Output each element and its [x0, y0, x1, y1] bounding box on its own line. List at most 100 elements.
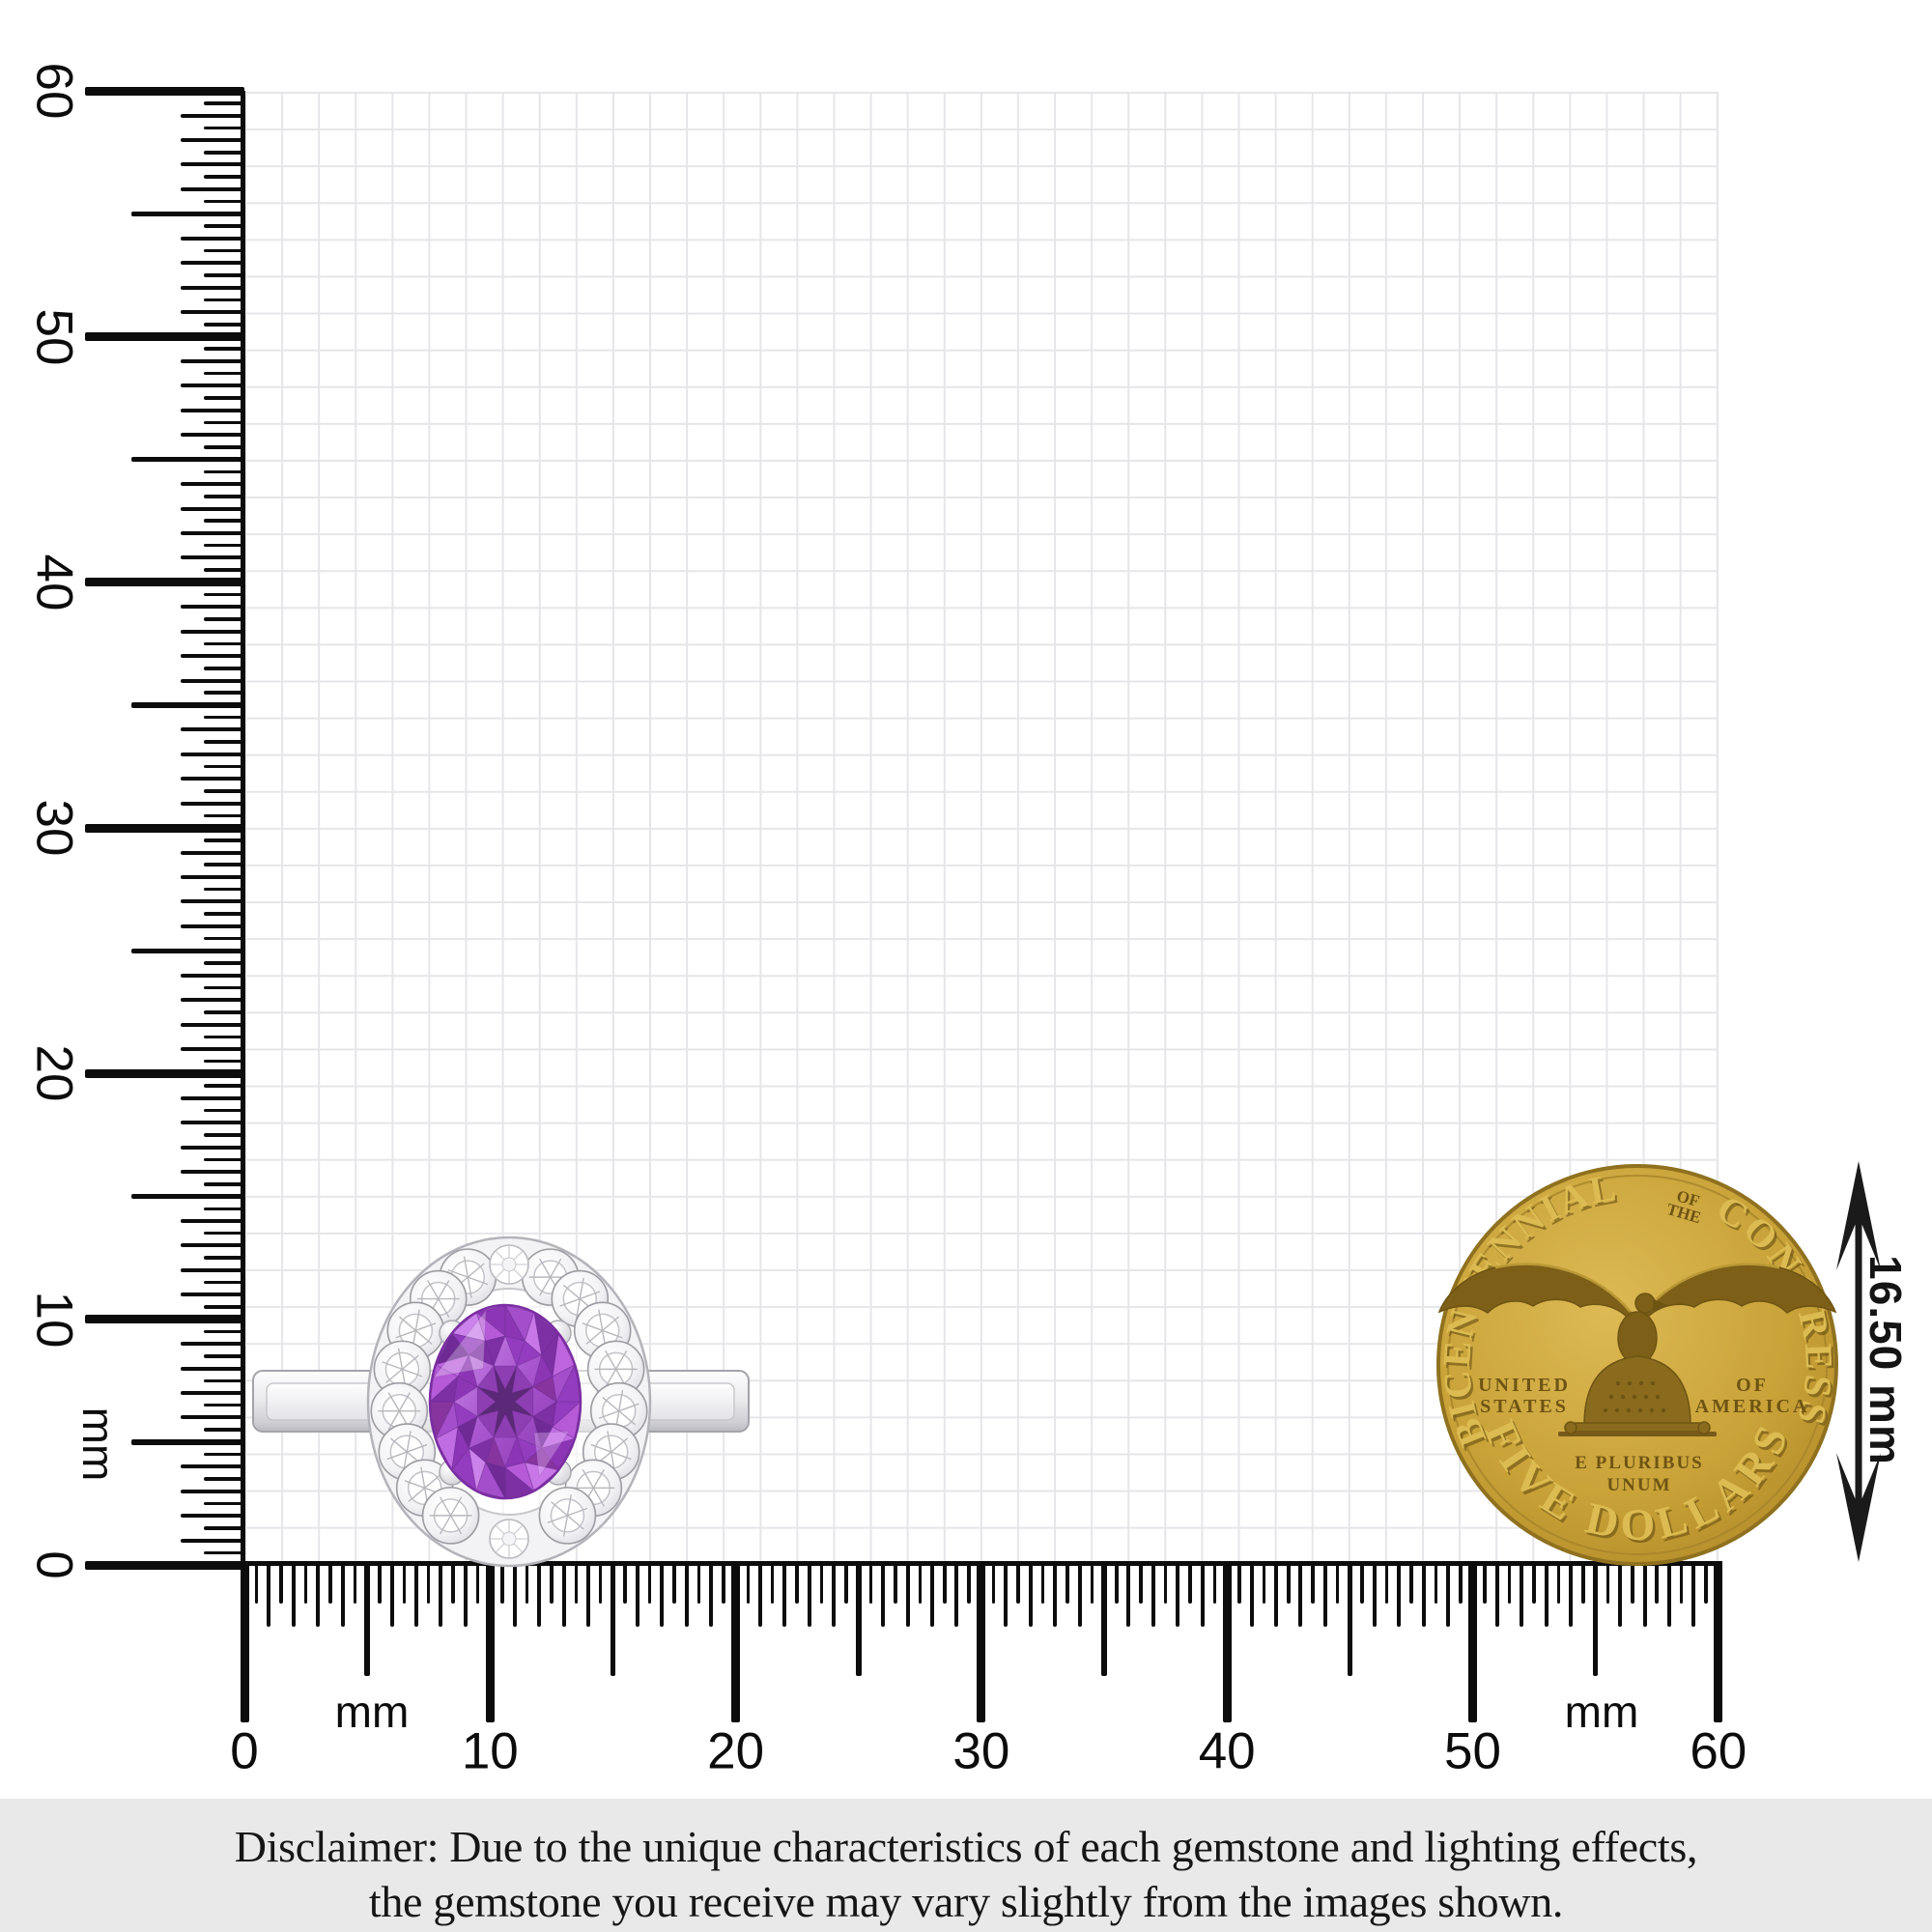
h-tick-mm	[1666, 1563, 1671, 1627]
disclaimer-line-1: Disclaimer: Due to the unique characteri…	[234, 1822, 1698, 1871]
v-tick-half	[204, 715, 244, 720]
h-tick-mm	[1274, 1563, 1279, 1627]
h-ruler-label-50: 50	[1444, 1722, 1501, 1780]
h-tick-half	[1704, 1563, 1708, 1604]
h-tick-half	[279, 1563, 283, 1604]
h-tick-mm	[561, 1563, 566, 1627]
v-tick-mm	[181, 1170, 244, 1175]
v-tick-mm	[181, 261, 244, 266]
h-tick-mid	[1592, 1563, 1599, 1676]
h-tick-half	[819, 1563, 824, 1604]
h-tick-half	[1065, 1563, 1069, 1604]
h-tick-half	[1655, 1563, 1659, 1604]
h-tick-mm	[1004, 1563, 1009, 1627]
v-tick-mm	[181, 801, 244, 806]
h-ruler-label-20: 20	[707, 1722, 765, 1780]
v-tick-half	[204, 1550, 244, 1555]
h-tick-half	[894, 1563, 897, 1604]
h-tick-mm	[1618, 1563, 1623, 1627]
v-tick-half	[204, 175, 244, 179]
h-tick-mm	[1520, 1563, 1524, 1627]
v-tick-half	[204, 838, 244, 842]
coin-text-of-america-2: AMERICA	[1695, 1396, 1810, 1417]
v-tick-mm	[181, 1514, 244, 1519]
h-tick-half	[1090, 1563, 1094, 1604]
v-ruler-label-20: 20	[25, 1044, 83, 1102]
h-tick-mm	[1126, 1563, 1131, 1627]
h-tick-mm	[954, 1563, 959, 1627]
v-tick-mm	[181, 1489, 244, 1493]
v-tick-mm	[181, 899, 244, 904]
eagle-emblem	[1437, 1262, 1837, 1436]
h-tick-half	[868, 1563, 873, 1604]
h-tick-half	[550, 1563, 554, 1604]
coin-text-united: UNITED	[1478, 1375, 1571, 1396]
v-tick-mm	[181, 358, 244, 363]
h-tick-half	[1581, 1563, 1585, 1604]
v-tick-half	[204, 224, 244, 228]
v-tick-half	[204, 519, 244, 523]
v-tick-half	[204, 961, 244, 965]
v-tick-half	[204, 1305, 244, 1309]
h-tick-mm	[758, 1563, 763, 1627]
v-tick-mm	[181, 1095, 244, 1100]
v-tick-mm	[181, 138, 244, 143]
v-tick-mm	[181, 433, 244, 438]
h-ruler-label-0: 0	[230, 1722, 259, 1780]
h-tick-mm	[807, 1563, 811, 1627]
coin-text-states: STATES	[1480, 1396, 1569, 1417]
v-tick-half	[204, 1403, 244, 1407]
v-ruler-label-60: 60	[25, 62, 83, 120]
v-tick-half	[204, 1329, 244, 1334]
v-tick-half	[204, 1207, 244, 1210]
h-tick-mm	[1494, 1563, 1499, 1627]
h-tick-half	[696, 1563, 701, 1604]
v-tick-major	[85, 1315, 244, 1324]
v-tick-mm	[181, 555, 244, 560]
v-tick-major	[85, 823, 244, 833]
h-tick-mm	[1569, 1563, 1574, 1627]
v-tick-mm	[181, 1464, 244, 1469]
v-tick-mm	[181, 998, 244, 1003]
v-tick-half	[204, 1182, 244, 1186]
v-tick-half	[204, 592, 244, 597]
v-tick-half	[204, 568, 244, 572]
v-tick-half	[204, 740, 244, 744]
v-tick-mm	[181, 384, 244, 388]
v-ruler-label-50: 50	[25, 308, 83, 365]
v-tick-half	[204, 396, 244, 400]
v-tick-mid	[131, 456, 244, 463]
v-tick-half	[204, 764, 244, 769]
v-tick-half	[204, 1280, 244, 1285]
h-tick-half	[1115, 1563, 1119, 1604]
h-tick-half	[1139, 1563, 1143, 1604]
v-tick-mm	[181, 1293, 244, 1297]
v-tick-half	[204, 420, 244, 425]
h-tick-half	[918, 1563, 923, 1604]
h-tick-half	[574, 1563, 579, 1604]
h-tick-half	[1605, 1563, 1610, 1604]
h-tick-mm	[1028, 1563, 1033, 1627]
h-tick-half	[1483, 1563, 1487, 1604]
v-tick-half	[204, 1256, 244, 1260]
h-tick-half	[1163, 1563, 1168, 1604]
v-tick-half	[204, 445, 244, 449]
v-tick-mm	[181, 874, 244, 879]
v-ruler-label-40: 40	[25, 554, 83, 611]
amethyst-gem	[428, 1303, 582, 1500]
coin-text-of-america-1: OF	[1736, 1375, 1769, 1396]
v-tick-half	[204, 1501, 244, 1506]
v-tick-half	[204, 985, 244, 990]
v-tick-major	[85, 86, 244, 96]
horizontal-ruler-unit-label-left: mm	[334, 1687, 410, 1737]
h-tick-mid	[610, 1563, 616, 1676]
disclaimer-line-2: the gemstone you receive may vary slight…	[368, 1877, 1564, 1926]
h-tick-half	[500, 1563, 504, 1604]
v-tick-mm	[181, 1145, 244, 1150]
h-tick-mm	[1691, 1563, 1696, 1627]
h-tick-half	[1360, 1563, 1364, 1604]
h-tick-mm	[1053, 1563, 1058, 1627]
v-tick-mm	[181, 850, 244, 855]
v-tick-mm	[181, 777, 244, 781]
h-tick-half	[1532, 1563, 1536, 1604]
